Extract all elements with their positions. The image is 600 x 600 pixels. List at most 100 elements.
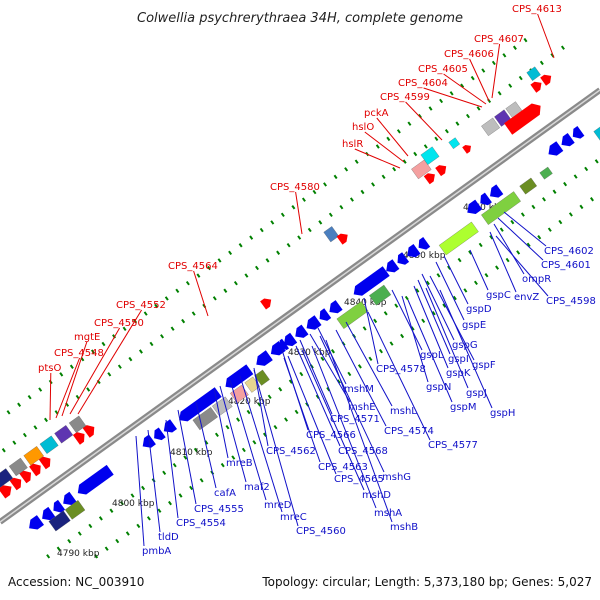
kbp-tick [579,204,584,210]
kbp-tick [273,424,278,430]
gene-label: CPS_4602 [544,246,594,257]
kbp-tick [168,500,172,506]
kbp-tick [404,295,409,301]
kbp-tick [98,516,103,521]
leader-line [77,309,143,415]
kbp-tick [276,250,281,255]
kbp-tick [518,75,523,81]
kbp-tick [505,257,510,263]
leader-line [193,270,209,317]
kbp-tick [183,455,188,460]
kbp-tick [347,371,352,377]
leader-line [301,349,365,491]
kbp-tick [143,311,148,316]
gene-label: CPS_4577 [428,440,478,451]
gene-label: hslO [352,122,374,133]
kbp-tick [423,144,428,149]
scale-label: 4860 kbp [463,203,506,213]
kbp-tick [117,364,122,369]
kbp-tick [149,341,154,347]
leader-line [295,191,303,235]
gene-label: ptsO [38,363,61,374]
kbp-tick [44,417,48,423]
kbp-tick [265,258,270,263]
gene-label: mgtE [74,332,100,343]
kbp-tick [394,303,399,308]
kbp-tick [512,45,517,50]
leader-line [401,295,429,383]
leader-line [497,217,544,261]
gene-label: CPS_4552 [116,300,166,311]
kbp-tick [294,409,299,415]
leader-line [325,339,393,523]
kbp-tick [386,136,391,142]
kbp-tick [225,425,230,430]
gene-label: gspM [450,402,477,413]
forward-gene-arrow [29,463,41,477]
kbp-tick [425,280,430,286]
kbp-tick [421,318,426,324]
kbp-tick [90,349,95,354]
kbp-tick [223,288,228,293]
kbp-tick [94,554,99,559]
kbp-tick [526,242,531,248]
leader-line [319,335,385,473]
leader-line [311,345,377,509]
kbp-tick [470,75,475,81]
gene-label: ompR [522,274,551,285]
reverse-gene-arrow [256,350,273,366]
gene-label: CPS_4598 [546,296,596,307]
forward-gene-arrow [423,173,435,185]
kbp-tick [128,356,133,362]
gene-labels: CPS_4613 CPS_4607 CPS_4606 CPS_4605 CPS_4604… [38,4,596,557]
kbp-tick [199,478,204,483]
kbp-tick [141,485,146,491]
leader-line [537,13,555,59]
reverse-gene-arrow [42,506,56,521]
gene-block [8,457,28,477]
leader-line [364,131,405,163]
gene-label: tldD [158,532,179,543]
kbp-tick [112,334,117,339]
forward-gene-arrow [0,485,12,499]
gene-block [323,226,340,243]
kbp-tick [56,546,61,551]
kbp-tick [392,167,397,172]
kbp-tick [214,432,219,438]
gene-block [420,146,440,165]
kbp-tick [138,349,143,354]
leader-line [239,375,283,513]
leader-line [295,345,341,447]
gene-block [54,425,74,444]
kbp-tick [257,402,262,407]
forward-gene-arrow [435,165,447,177]
leader-line [253,367,269,447]
kbp-tick [22,432,27,438]
kbp-tick [339,204,344,210]
leader-line [219,385,247,483]
kbp-tick [499,227,504,232]
leader-line [423,87,483,108]
gene-block [336,301,369,329]
reverse-gene-arrow [329,300,343,314]
kbp-tick [255,265,259,271]
reverse-gene-arrow [53,499,66,513]
kbp-tick [307,227,312,233]
gene-label: CPS_4571 [330,414,380,425]
leader-line [69,327,121,415]
gene-block [481,117,501,137]
gene-label: gspG [452,340,478,351]
kbp-tick [318,220,323,225]
leader-line [469,249,489,291]
kbp-tick [228,250,233,256]
kbp-tick [389,341,394,346]
forward-gene-arrow [504,103,541,135]
reverse-gene-arrow [225,364,254,389]
leader-line [407,299,453,403]
kbp-tick [362,326,367,331]
kbp-tick [130,493,135,498]
kbp-tick [478,242,483,248]
kbp-tick [547,227,552,232]
reverse-gene-arrow [418,237,431,250]
forward-gene-arrow [336,233,348,245]
